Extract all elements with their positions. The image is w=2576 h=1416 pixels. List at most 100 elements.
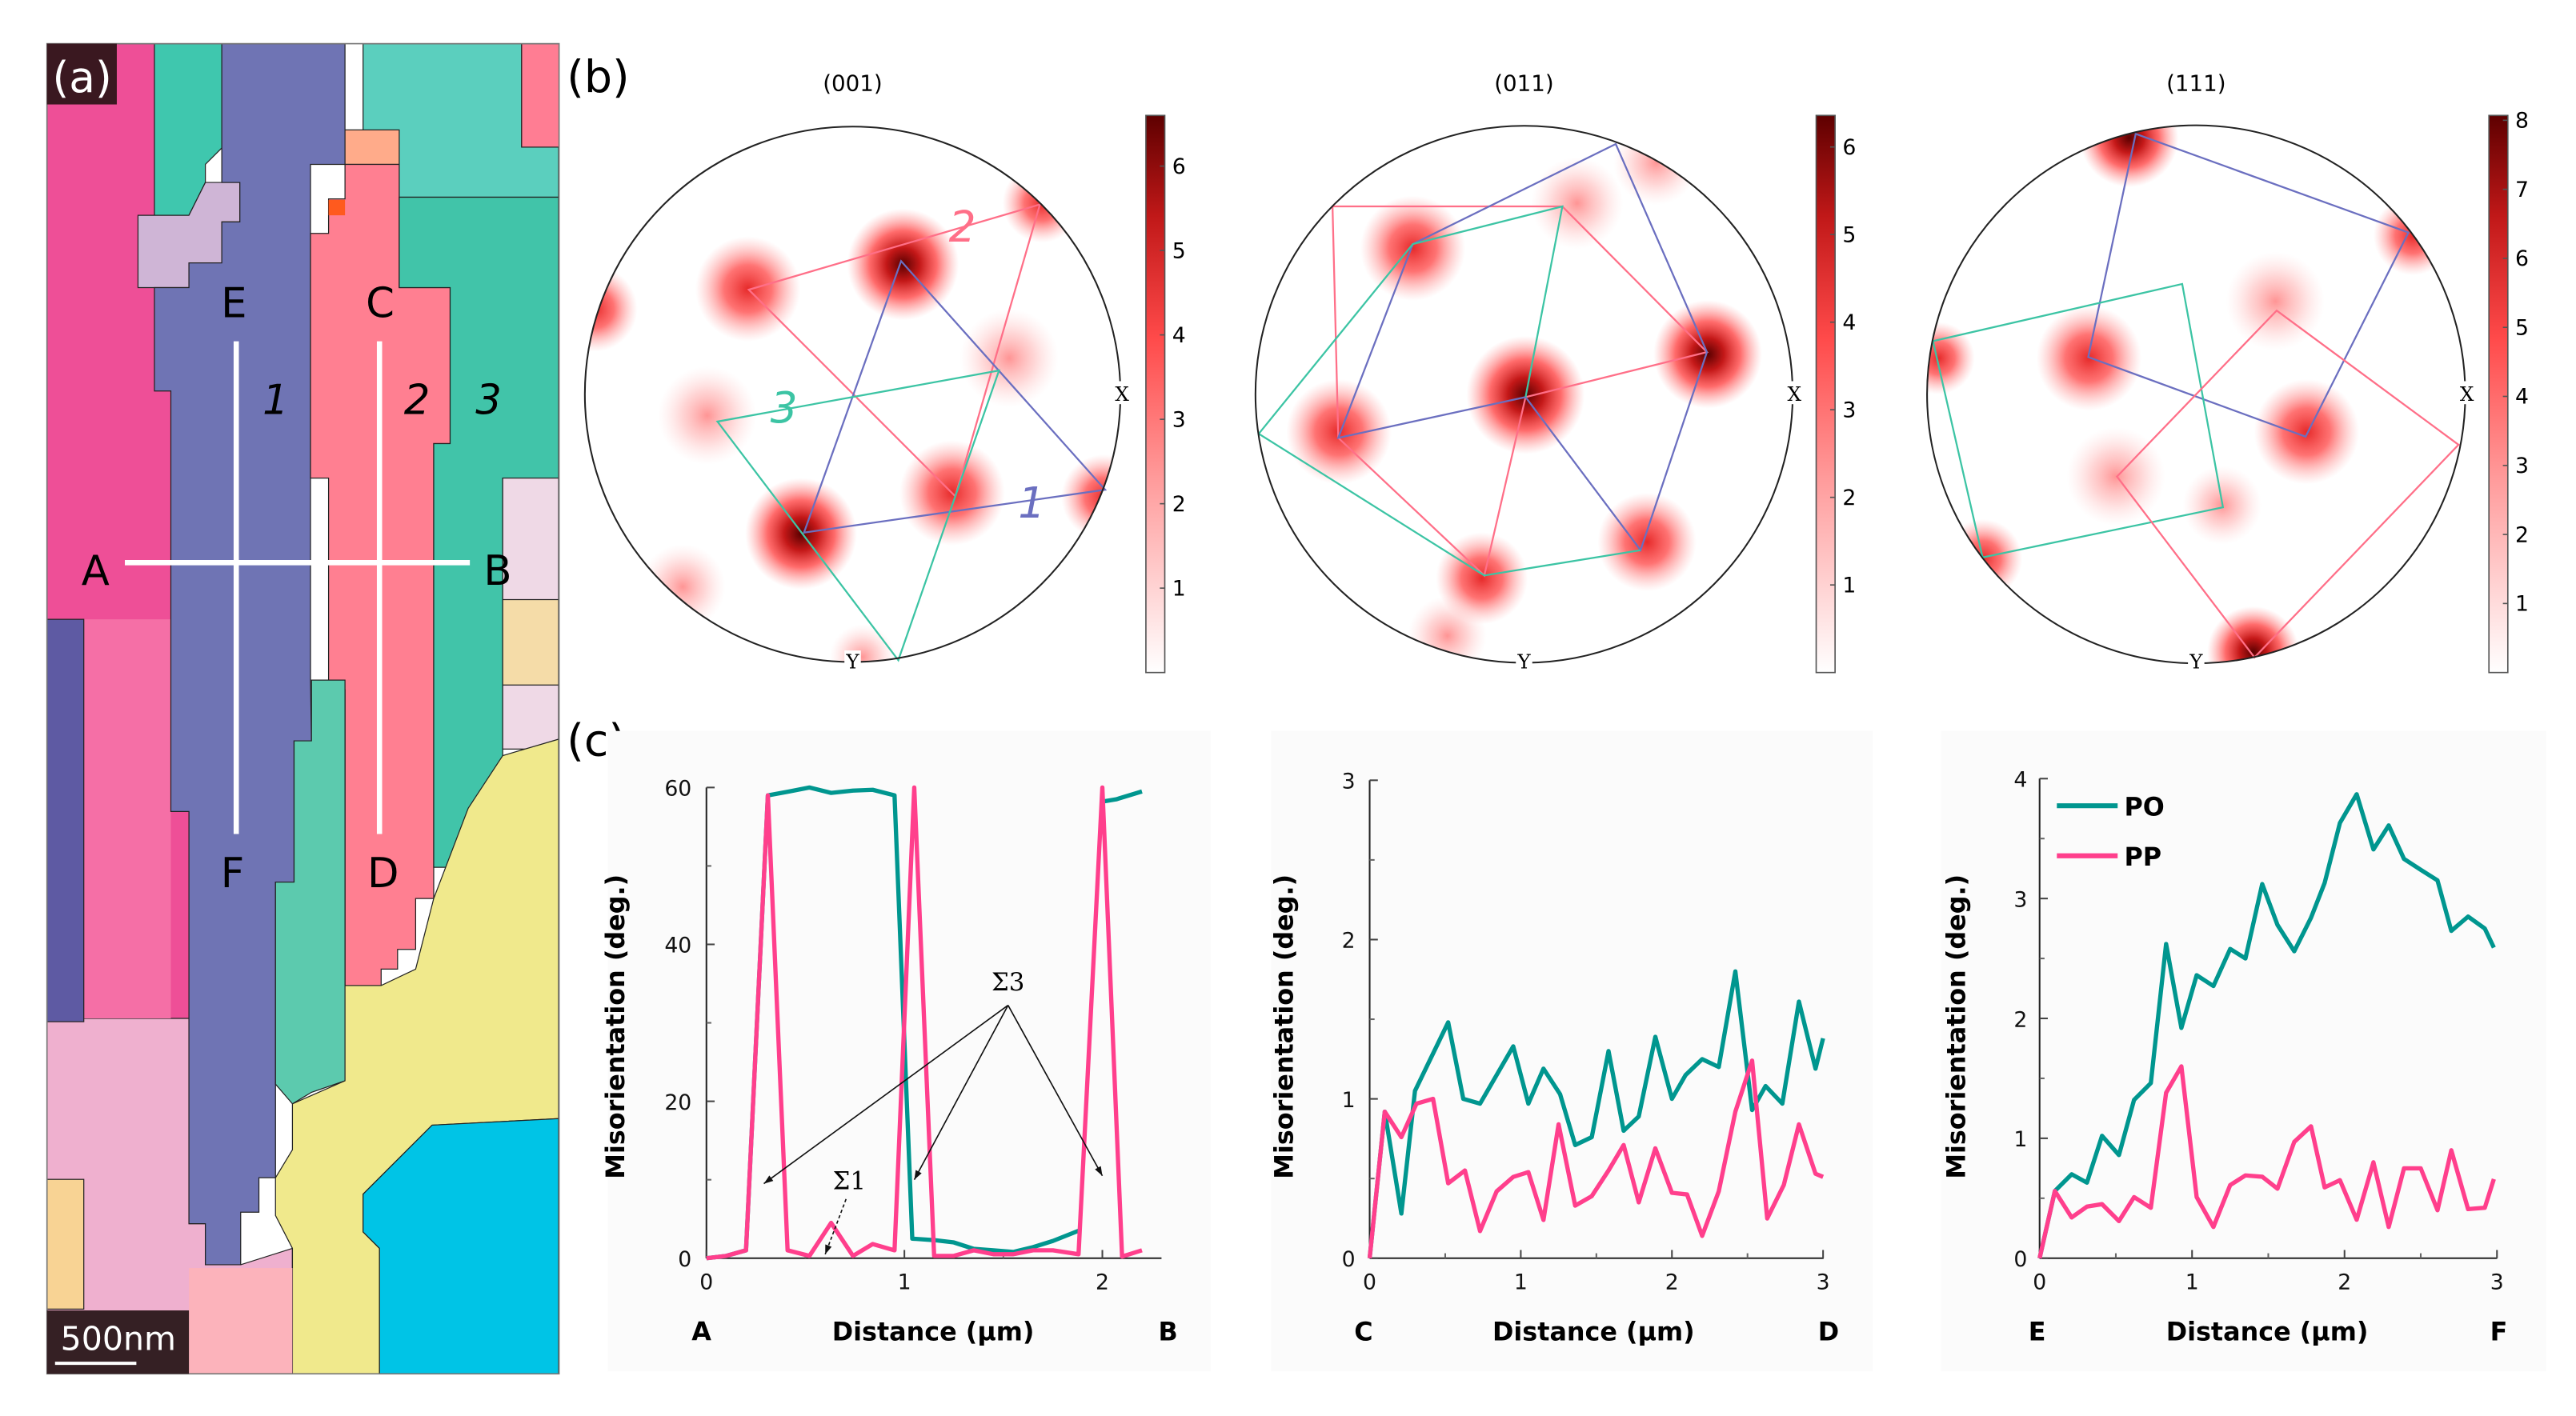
series-line-pp — [2037, 1064, 2496, 1259]
y-tick-label: 4 — [2013, 768, 2027, 793]
point-label-f: F — [221, 850, 245, 898]
chart-1: 0 20 40 60 0 1 2 Misorientation (deg.) A Distance… — [600, 730, 1212, 1372]
colorbar-tick-label: 5 — [1172, 238, 1186, 263]
pole-density-spot — [2253, 379, 2360, 485]
x-tick-label: 3 — [1817, 1270, 1830, 1295]
start-point-label: C — [1354, 1316, 1372, 1346]
chart-3: 0 1 2 3 4 0 1 2 3 Misorientation (deg.) E Distance … — [1941, 730, 2547, 1372]
end-point-label: B — [1159, 1316, 1178, 1346]
pole-grain-label-blue: 1 — [1018, 478, 1045, 528]
panel-a-label: (a) — [52, 52, 111, 102]
x-tick-label: 0 — [2033, 1270, 2046, 1295]
y-tick-label: 1 — [2013, 1127, 2027, 1152]
point-label-e: E — [221, 279, 246, 327]
y-tick-label: 0 — [1342, 1247, 1356, 1272]
legend-label-pp: PP — [2124, 842, 2161, 872]
colorbar-tick-label: 6 — [1172, 154, 1186, 179]
pole-density-spot — [1653, 300, 1762, 409]
colorbar-tick-label: 5 — [1842, 222, 1856, 247]
y-tick-label: 2 — [2013, 1007, 2027, 1032]
chart-background — [607, 730, 1212, 1372]
y-tick-label: 3 — [2013, 887, 2027, 912]
pole-grain-label-pink: 2 — [949, 202, 976, 252]
panel-b-label: (b) — [567, 52, 629, 103]
series-line-pp — [706, 785, 1143, 1261]
x-tick-label: 0 — [699, 1270, 713, 1295]
annotation-arrow — [1007, 1005, 1104, 1177]
pole-figure-y-label: Y — [1516, 650, 1531, 674]
colorbar-tick-label: 8 — [2515, 109, 2529, 134]
grain-teal-lower — [274, 679, 346, 1105]
ebsd-map — [46, 43, 559, 1374]
map-frame — [46, 42, 560, 1375]
panel-a-label-box — [46, 43, 117, 105]
colorbar-tick-label: 4 — [2515, 385, 2529, 410]
colorbar-tick-label: 2 — [1842, 486, 1856, 510]
pole-figure-x-label: X — [2460, 382, 2474, 406]
pole-density-map — [1286, 126, 1762, 663]
x-axis-title: Distance (µm) — [832, 1316, 1035, 1346]
grain-blue-pole-polygon — [2087, 132, 2410, 438]
point-label-d: D — [367, 850, 399, 898]
grain-teal-pole-polygon — [715, 369, 1001, 662]
colorbar-tick-label: 3 — [2515, 454, 2529, 478]
pole-figure-1: (001) X Y 2 3 1 1 2 3 4 5 6 — [583, 70, 1186, 674]
y-tick-label: 1 — [1342, 1088, 1356, 1113]
pole-figure-x-label: X — [1115, 382, 1129, 406]
pole-figure-title: (011) — [1494, 70, 1554, 97]
colorbar — [1145, 114, 1166, 674]
chart-2: 0 1 2 3 0 1 2 3 Misorientation (deg.) C Distance (… — [1269, 730, 1873, 1372]
pole-density-spot — [1002, 163, 1082, 243]
pole-grain-label-teal: 3 — [771, 382, 798, 433]
annotation-arrow — [913, 1005, 1009, 1181]
point-label-c: C — [366, 279, 395, 327]
annotation-arrow — [824, 1198, 847, 1255]
x-tick-label: 2 — [1665, 1270, 1679, 1295]
point-label-b: B — [483, 547, 511, 595]
grain-teal-pole-polygon — [1932, 282, 2225, 559]
pole-density-spot — [2080, 125, 2179, 188]
y-tick-label: 60 — [664, 777, 691, 802]
arrow-head-icon — [914, 1170, 922, 1180]
x-tick-label: 3 — [2490, 1270, 2504, 1295]
chart-background — [1271, 730, 1873, 1372]
x-tick-label: 1 — [1514, 1270, 1528, 1295]
annotation-arrow — [763, 1004, 1009, 1185]
arrow-head-icon — [763, 1175, 774, 1184]
colorbar — [2488, 114, 2509, 674]
x-axis-title: Distance (µm) — [1492, 1316, 1695, 1346]
colorbar-tick-label: 1 — [2515, 592, 2529, 617]
pole-figure-y-label: Y — [845, 650, 859, 674]
x-tick-label: 2 — [1096, 1270, 1109, 1295]
pole-figure-x-label: X — [1787, 382, 1801, 406]
pole-density-spot — [1927, 322, 1975, 394]
grain-orange — [46, 1178, 85, 1310]
series-line-po — [1367, 969, 1825, 1259]
grain-salmon — [344, 129, 400, 166]
colorbar-tick-label: 4 — [1842, 310, 1856, 335]
pole-density-spot — [639, 544, 726, 630]
colorbar-tick-label: 6 — [2515, 246, 2529, 271]
y-label-bg — [1516, 650, 1532, 672]
pole-figures: (001) X Y 2 3 1 1 2 3 4 5 6 (011) X Y 1 2 3 4 5 6 (111) X Y 1 2 3 4… — [583, 70, 2529, 674]
grain-label-3: 3 — [475, 377, 502, 425]
grain-label-2: 2 — [404, 377, 431, 425]
y-tick-label: 0 — [2013, 1247, 2027, 1272]
colorbar-tick-label: 2 — [2515, 522, 2529, 547]
y-label-bg — [2188, 650, 2205, 672]
grain-cyan — [363, 1118, 559, 1374]
grain-orange-dot — [328, 199, 346, 216]
x-tick-label: 1 — [2185, 1270, 2199, 1295]
pole-density-spot — [1613, 126, 1699, 206]
scale-bar-label: 500nm — [61, 1320, 176, 1358]
pole-figure-3: (111) X Y 1 2 3 4 5 6 7 8 — [1926, 70, 2529, 674]
pole-density-spot — [1061, 454, 1121, 540]
grain-light-pink-bottom — [189, 1268, 293, 1374]
chart-background — [1941, 730, 2547, 1372]
annotation-sigma1: Σ1 — [833, 1167, 866, 1196]
point-label-a: A — [82, 547, 110, 595]
pole-density-spot — [1408, 596, 1487, 663]
y-axis-title: Misorientation (deg.) — [600, 874, 631, 1179]
y-tick-label: 2 — [1342, 929, 1356, 954]
